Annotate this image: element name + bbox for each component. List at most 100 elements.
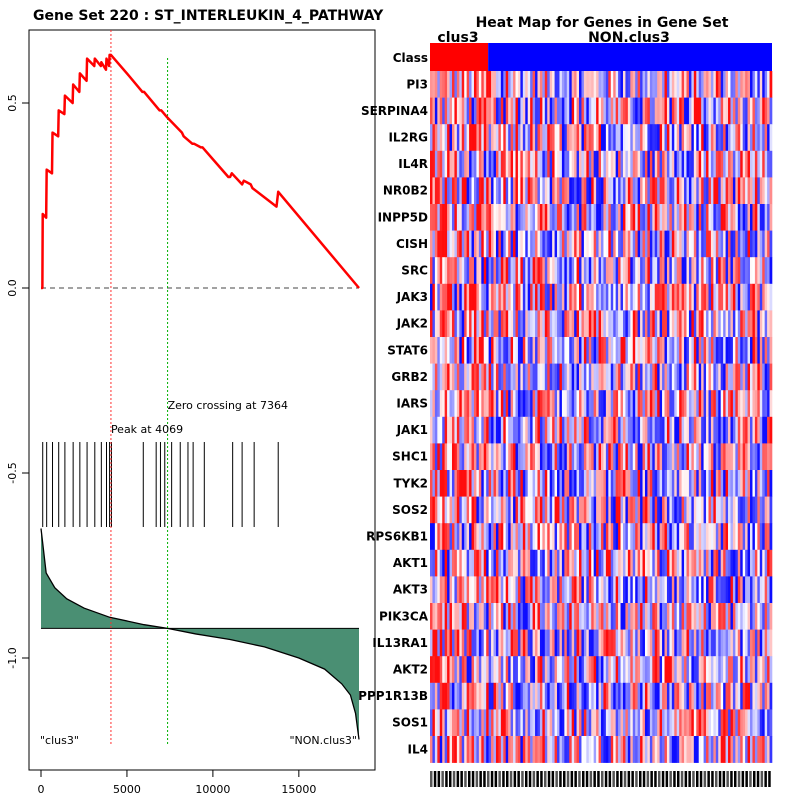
heatmap-cell (693, 470, 697, 497)
heatmap-cell (703, 310, 707, 338)
heatmap-cell (469, 124, 472, 152)
column-label-tick (703, 771, 707, 787)
heatmap-cell (764, 576, 768, 604)
heatmap-cell (684, 549, 687, 577)
heatmap-cell (737, 230, 741, 258)
heatmap-cell (640, 736, 643, 763)
heatmap-cell (508, 470, 511, 497)
heatmap-cell (730, 576, 734, 604)
heatmap-cell (471, 470, 475, 497)
heatmap-cell (437, 603, 441, 630)
heatmap-cell (635, 443, 638, 471)
heatmap-cell (459, 283, 463, 311)
heatmap-cell (505, 549, 509, 577)
heatmap-cell (686, 283, 690, 311)
heatmap-cell (769, 496, 773, 524)
heatmap-cell (622, 363, 626, 391)
heatmap-cell (581, 390, 585, 418)
heatmap-cell (740, 443, 743, 471)
heatmap-cell (664, 496, 668, 524)
heatmap-cell (444, 71, 448, 98)
heatmap-cell (505, 470, 509, 497)
heatmap-cell (564, 656, 568, 684)
heatmap-cell (583, 124, 587, 152)
heatmap-cell (517, 470, 521, 497)
heatmap-cell (605, 97, 609, 125)
heatmap-cell (698, 283, 702, 311)
heatmap-cell (610, 443, 614, 471)
heatmap-cell (430, 204, 433, 231)
heatmap-cell (740, 124, 743, 152)
column-label-tick (669, 771, 672, 787)
heatmap-cell (613, 496, 616, 524)
heatmap-cell (461, 124, 465, 152)
heatmap-cell (618, 337, 621, 364)
heatmap-cell (767, 656, 770, 684)
heatmap-cell (622, 283, 626, 311)
heatmap-cell (708, 124, 712, 152)
heatmap-cell (710, 549, 714, 577)
heatmap-cell (583, 310, 587, 338)
heatmap-cell (657, 257, 660, 285)
heatmap-cell (713, 603, 717, 630)
heatmap-cell (447, 337, 450, 364)
heatmap-cell (430, 150, 433, 178)
heatmap-cell (718, 230, 721, 258)
heatmap-cell (513, 443, 516, 471)
heatmap-cell (681, 496, 685, 524)
gene-label: IL4 (408, 742, 428, 756)
heatmap-cell (693, 204, 697, 231)
heatmap-cell (728, 709, 731, 737)
heatmap-cell (505, 124, 509, 152)
heatmap-cell (552, 177, 555, 205)
heatmap-cell (530, 337, 533, 364)
heatmap-cell (447, 523, 450, 551)
heatmap-cell (483, 549, 487, 577)
heatmap-cell (737, 177, 741, 205)
heatmap-cell (610, 682, 614, 710)
heatmap-cell (576, 629, 580, 657)
heatmap-cell (591, 709, 594, 737)
heatmap-cell (659, 549, 663, 577)
heatmap-cell (544, 230, 548, 258)
heatmap-cell (588, 177, 592, 205)
heatmap-cell (503, 682, 507, 710)
heatmap-cell (608, 204, 612, 231)
heatmap-cell (688, 443, 692, 471)
gene-label: JAK2 (396, 317, 428, 331)
heatmap-cell (654, 124, 658, 152)
heatmap-cell (764, 230, 768, 258)
heatmap-cell (520, 523, 524, 551)
heatmap-cell (659, 416, 663, 444)
heatmap-cell (483, 363, 487, 391)
heatmap-cell (476, 150, 480, 178)
heatmap-cell (696, 603, 700, 630)
heatmap-cell (725, 97, 729, 125)
heatmap-cell (710, 124, 714, 152)
heatmap-cell (764, 470, 768, 497)
x-tick-label: 15000 (281, 783, 316, 796)
heatmap-cell (500, 337, 504, 364)
heatmap-cell (671, 124, 675, 152)
heatmap-cell (622, 150, 626, 178)
heatmap-cell (581, 71, 585, 98)
heatmap-cell (459, 470, 463, 497)
heatmap-cell (664, 656, 668, 684)
heatmap-cell (447, 416, 450, 444)
heatmap-cell (649, 363, 653, 391)
heatmap-cell (603, 603, 607, 630)
heatmap-cell (557, 390, 560, 418)
heatmap-cell (583, 390, 587, 418)
heatmap-cell (706, 736, 709, 763)
heatmap-cell (708, 204, 712, 231)
heatmap-cell (571, 124, 575, 152)
heatmap-cell (444, 736, 448, 763)
heatmap-cell (476, 204, 480, 231)
heatmap-cell (613, 124, 616, 152)
heatmap-cell (622, 470, 626, 497)
heatmap-cell (759, 709, 763, 737)
heatmap-cell (554, 363, 558, 391)
heatmap-cell (671, 549, 675, 577)
heatmap-cell (476, 177, 480, 205)
heatmap-cell (542, 603, 546, 630)
